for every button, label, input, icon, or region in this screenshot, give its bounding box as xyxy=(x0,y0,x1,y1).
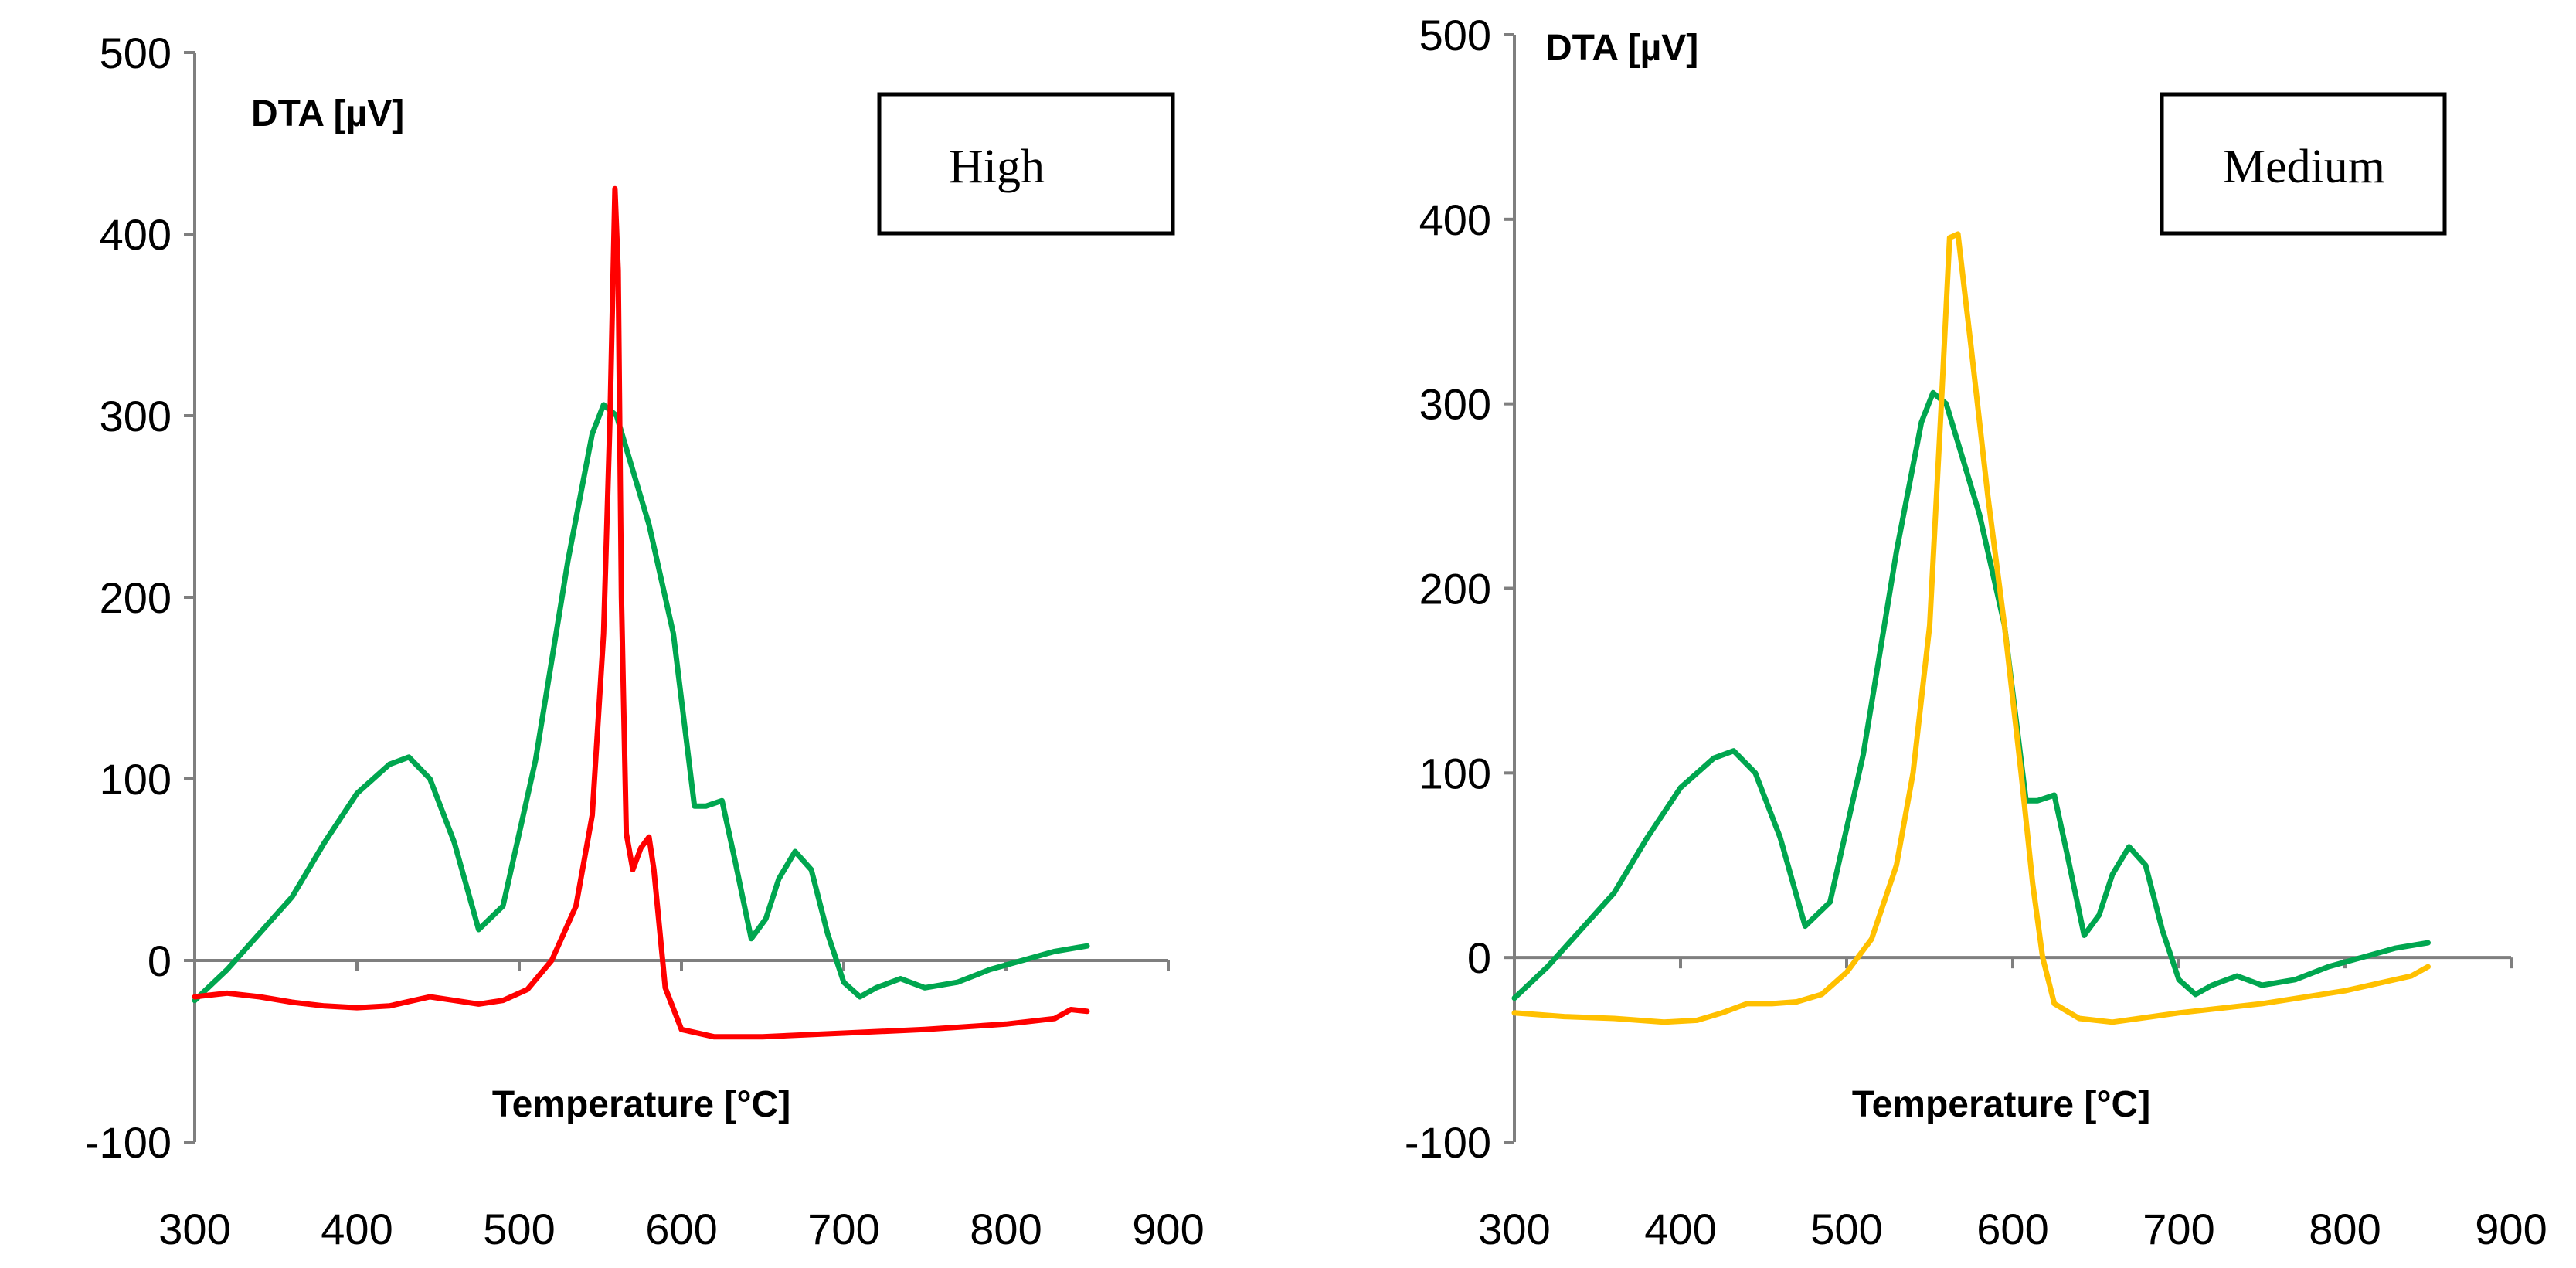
y-tick-label: 100 xyxy=(100,755,172,804)
legend-box xyxy=(2160,92,2447,236)
y-tick-label: 300 xyxy=(100,392,172,440)
y-tick-label: 0 xyxy=(1467,933,1491,982)
series-line-reference xyxy=(192,402,1090,1004)
y-tick-label: 200 xyxy=(100,573,172,622)
y-axis-title: DTA [µV] xyxy=(251,93,404,134)
y-tick-label: 0 xyxy=(148,937,172,985)
x-tick-label: 700 xyxy=(807,1205,879,1253)
x-tick-label: 700 xyxy=(2143,1205,2214,1253)
series-line-reference xyxy=(1511,389,2431,1001)
x-tick-label: 300 xyxy=(1478,1205,1550,1253)
x-tick-label: 500 xyxy=(1810,1205,1882,1253)
legend-label: Medium xyxy=(2223,141,2385,193)
x-axis-title: Temperature [°C] xyxy=(492,1084,790,1125)
y-axis-title: DTA [µV] xyxy=(1545,28,1698,69)
series-line-high xyxy=(192,185,1090,1040)
legend-label: High xyxy=(949,141,1045,193)
x-tick-label: 600 xyxy=(1976,1205,2048,1253)
y-tick-label: 300 xyxy=(1419,380,1491,429)
legend-box xyxy=(877,92,1175,236)
x-tick-label: 800 xyxy=(970,1205,1042,1253)
x-axis-title: Temperature [°C] xyxy=(1852,1084,2150,1125)
chart-panel-medium: -100 0 100 200 300 400 500 300 400 500 600 700 800 90… xyxy=(1405,11,2547,1253)
x-tick-label: 300 xyxy=(158,1205,230,1253)
x-tick-label: 400 xyxy=(1644,1205,1716,1253)
x-tick-label: 600 xyxy=(645,1205,717,1253)
y-tick-label: -100 xyxy=(85,1118,172,1167)
y-tick-label: -100 xyxy=(1405,1118,1491,1167)
y-tick-label: 100 xyxy=(1419,749,1491,797)
y-tick-label: 200 xyxy=(1419,565,1491,614)
y-tick-label: 500 xyxy=(1419,11,1491,59)
y-tick-label: 500 xyxy=(100,29,172,77)
y-tick-label: 400 xyxy=(100,210,172,259)
series-line-medium xyxy=(1511,231,2431,1025)
x-tick-label: 400 xyxy=(321,1205,393,1253)
chart-panel-high: -100 0 100 200 300 400 500 300 400 500 600 700 800 90… xyxy=(85,29,1205,1253)
x-tick-label: 900 xyxy=(2475,1205,2547,1253)
x-tick-label: 500 xyxy=(483,1205,555,1253)
x-tick-label: 800 xyxy=(2309,1205,2381,1253)
x-tick-label: 900 xyxy=(1132,1205,1204,1253)
y-tick-label: 400 xyxy=(1419,195,1491,244)
